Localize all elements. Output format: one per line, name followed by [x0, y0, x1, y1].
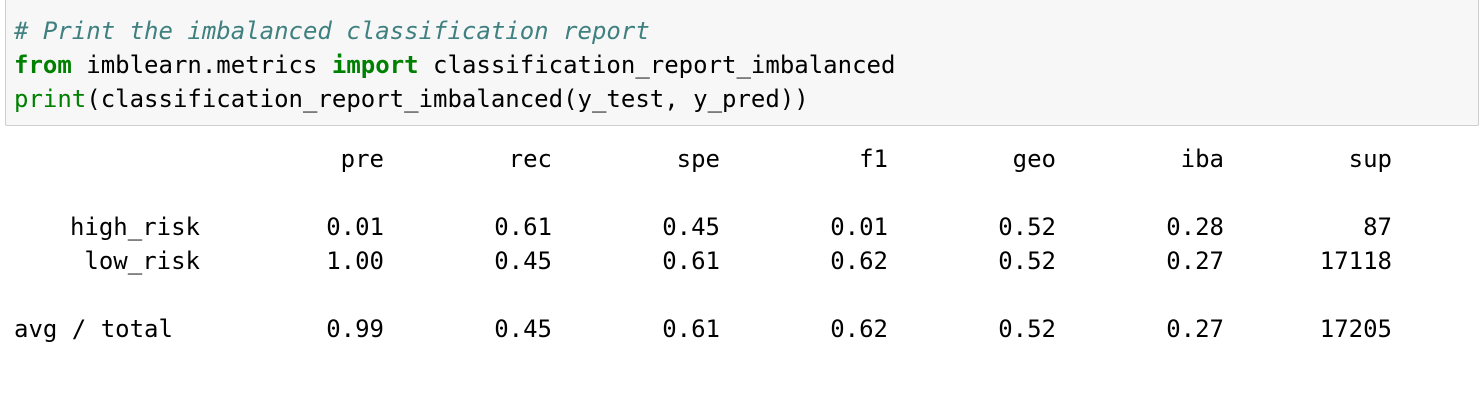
value-geo: 0.52 [998, 247, 1056, 275]
value-pre: 0.01 [326, 213, 384, 241]
builtin-print: print [14, 85, 87, 113]
module-name: imblearn.metrics [71, 51, 332, 79]
value-sup: 17118 [1319, 247, 1392, 275]
value-geo: 0.52 [998, 315, 1056, 343]
report-spacer [14, 176, 1454, 210]
report-spacer [14, 278, 1454, 312]
report-row-high-risk: high_risk 0.01 0.61 0.45 0.01 0.52 0.28 … [14, 210, 1454, 244]
value-spe: 0.61 [662, 315, 720, 343]
value-rec: 0.45 [494, 247, 552, 275]
header-iba: iba [1180, 145, 1224, 173]
header-rec: rec [508, 145, 552, 173]
value-iba: 0.27 [1166, 315, 1224, 343]
header-spe: spe [676, 145, 720, 173]
value-pre: 1.00 [326, 247, 384, 275]
value-iba: 0.28 [1166, 213, 1224, 241]
report-header-row: pre rec spe f1 geo iba sup [14, 142, 1454, 176]
value-iba: 0.27 [1166, 247, 1224, 275]
value-f1: 0.62 [830, 315, 888, 343]
code-cell[interactable]: # Print the imbalanced classification re… [5, 0, 1479, 126]
code-comment: # Print the imbalanced classification re… [14, 17, 650, 45]
value-sup: 87 [1363, 213, 1392, 241]
header-geo: geo [1012, 145, 1056, 173]
value-pre: 0.99 [326, 315, 384, 343]
code-comment-line: # Print the imbalanced classification re… [14, 14, 650, 48]
row-label: avg / total [14, 315, 173, 343]
value-spe: 0.45 [662, 213, 720, 241]
print-args: (classification_report_imbalanced(y_test… [86, 85, 809, 113]
header-sup: sup [1348, 145, 1392, 173]
row-label: low_risk [84, 247, 200, 275]
header-f1: f1 [859, 145, 888, 173]
value-sup: 17205 [1319, 315, 1392, 343]
cell-output: pre rec spe f1 geo iba sup high_risk 0.0… [14, 142, 1454, 346]
code-import-line: from imblearn.metrics import classificat… [14, 48, 895, 82]
keyword-from: from [14, 51, 72, 79]
import-name: classification_report_imbalanced [418, 51, 896, 79]
report-row-total: avg / total 0.99 0.45 0.61 0.62 0.52 0.2… [14, 312, 1454, 346]
value-f1: 0.62 [830, 247, 888, 275]
report-row-low-risk: low_risk 1.00 0.45 0.61 0.62 0.52 0.27 1… [14, 244, 1454, 278]
value-geo: 0.52 [998, 213, 1056, 241]
header-pre: pre [340, 145, 384, 173]
row-label: high_risk [69, 213, 200, 241]
value-rec: 0.61 [494, 213, 552, 241]
value-rec: 0.45 [494, 315, 552, 343]
code-print-line: print(classification_report_imbalanced(y… [14, 82, 809, 116]
value-spe: 0.61 [662, 247, 720, 275]
value-f1: 0.01 [830, 213, 888, 241]
keyword-import: import [331, 51, 419, 79]
